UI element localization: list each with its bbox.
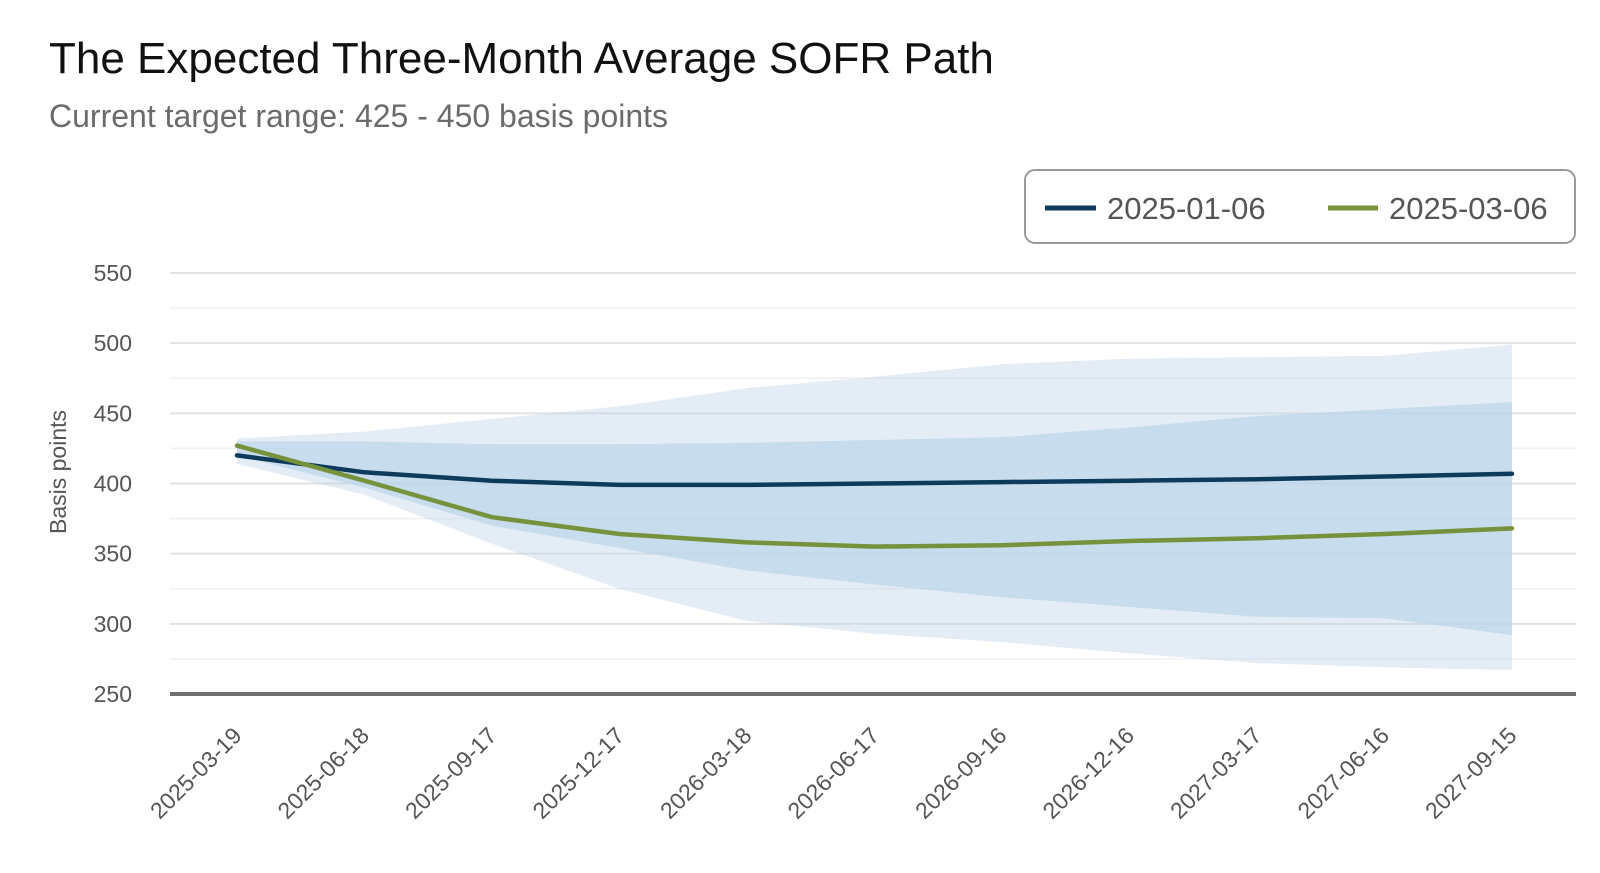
y-axis-title: Basis points bbox=[45, 410, 71, 534]
x-tick-label: 2026-03-18 bbox=[655, 722, 757, 824]
y-tick-label: 350 bbox=[94, 541, 132, 567]
series-line-2 bbox=[234, 443, 1515, 549]
x-tick-label: 2026-09-16 bbox=[910, 722, 1012, 824]
x-tick-label: 2025-12-17 bbox=[527, 722, 629, 824]
x-tick-label: 2025-09-17 bbox=[400, 722, 502, 824]
y-tick-label: 300 bbox=[94, 611, 132, 637]
y-tick-label: 250 bbox=[94, 681, 132, 707]
chart-title: The Expected Three-Month Average SOFR Pa… bbox=[49, 34, 994, 83]
series-line-1 bbox=[234, 453, 1515, 488]
x-tick-label: 2025-06-18 bbox=[272, 722, 374, 824]
x-tick-label: 2026-12-16 bbox=[1037, 722, 1139, 824]
legend-label-series-2: 2025-03-06 bbox=[1389, 191, 1548, 226]
confidence-band-2 bbox=[237, 402, 1512, 636]
y-tick-label: 550 bbox=[94, 260, 132, 286]
x-tick-label: 2027-03-17 bbox=[1165, 722, 1267, 824]
x-axis-ticks: 2025-03-19 2025-06-18 2025-09-17 2025-12-17… bbox=[145, 722, 1522, 824]
x-tick-label: 2027-09-15 bbox=[1420, 722, 1522, 824]
y-tick-label: 400 bbox=[94, 471, 132, 497]
line-layer bbox=[234, 443, 1515, 549]
chart-subtitle: Current target range: 425 - 450 basis po… bbox=[49, 98, 669, 134]
legend-box bbox=[1024, 169, 1576, 244]
x-tick-label: 2027-06-16 bbox=[1292, 722, 1394, 824]
y-axis-ticks: 250 300 350 400 450 500 550 bbox=[94, 260, 132, 707]
x-tick-label: 2026-06-17 bbox=[782, 722, 884, 824]
legend: 2025-01-06 2025-03-06 bbox=[1024, 169, 1576, 244]
y-tick-label: 500 bbox=[94, 330, 132, 356]
x-tick-label: 2025-03-19 bbox=[145, 722, 247, 824]
y-tick-label: 450 bbox=[94, 400, 132, 426]
legend-label-series-1: 2025-01-06 bbox=[1107, 191, 1266, 226]
band-layer bbox=[237, 344, 1512, 671]
